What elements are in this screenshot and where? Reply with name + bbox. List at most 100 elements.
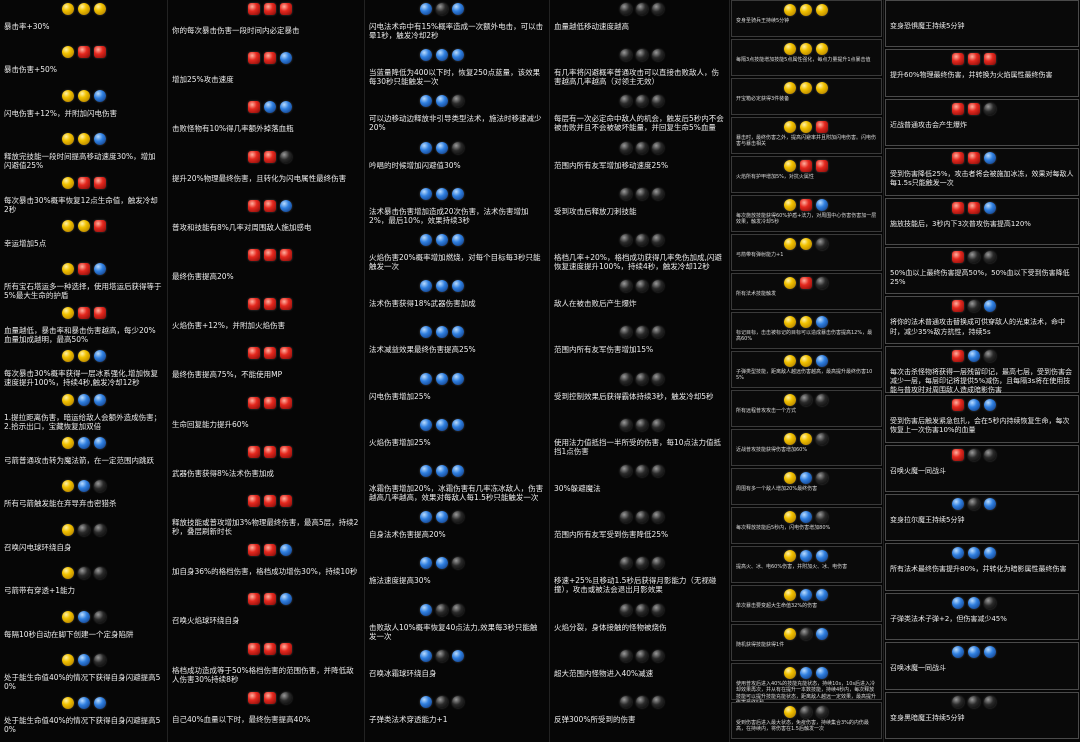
gem-combo-entry[interactable]: 暴击伤害+50% (0, 43, 166, 84)
gem-combo-entry[interactable]: 你的每次暴击伤害一段时间内必定暴击 (168, 0, 363, 47)
gem-combo-entry[interactable]: 受到伤害后进入最大状态，免疫伤害，持续集合3%的内伤最高，在持续内，将伤害在1.… (731, 702, 882, 739)
gem-combo-entry[interactable]: 增加25%攻击速度 (168, 49, 363, 96)
gem-combo-entry[interactable]: 当蓝量降低为400以下时，恢复250点蓝量，该效果每30秒只能触发一次 (365, 46, 548, 90)
gem-combo-entry[interactable]: 受到控制效果后获得霸体持续3秒，触发冷却5秒 (550, 370, 730, 414)
gem-combo-entry[interactable]: 所有法术技能触发 (731, 273, 882, 310)
gem-combo-entry[interactable]: 生命回复能力提升60% (168, 394, 363, 441)
gem-combo-entry[interactable]: 法术减益效果最终伤害提高25% (365, 323, 548, 367)
gem-combo-entry[interactable]: 暴击时，最终伤害之外，提高闪避率并且附加闪电伤害。闪电伤害与暴击相关 (731, 117, 882, 154)
gem-combo-entry[interactable]: 普攻和技能有8%几率对周围敌人施加感电 (168, 197, 363, 244)
gem-combo-entry[interactable]: 冰霜伤害增加20%，冰霜伤害有几率冻冰敌人，伤害越高几率越高，效果对每敌人每1.… (365, 462, 548, 506)
gem-combo-entry[interactable]: 开宝箱必定获得3件装备 (731, 78, 882, 115)
gem-combo-entry[interactable]: 火焰伤害增加25% (365, 416, 548, 460)
gem-combo-entry[interactable]: 击败敌人10%概率恢复40点法力,效果每3秒只能触发一次 (365, 601, 548, 645)
gem-combo-entry[interactable]: 受到攻击后释放刀刺技能 (550, 185, 730, 229)
gem-combo-entry[interactable]: 所有宝石塔运多一种选择，使用塔运后获得等于5%最大生命的护盾 (0, 260, 166, 301)
gem-combo-entry[interactable]: 闪电伤害+12%，并附加闪电伤害 (0, 87, 166, 128)
gem-combo-entry[interactable]: 1.提拉距离伤害，暗运给敌人会额外造成伤害； 2.拾示出口，宝藏恢复加双倍 (0, 391, 166, 432)
gem-combo-entry[interactable]: 超大范围内怪物进入40%减速 (550, 647, 730, 691)
gem-combo-entry[interactable]: 变身拉尔魔王持续5分钟 (885, 494, 1079, 542)
gem-combo-entry[interactable]: 变身恐惧魔王持续5分钟 (885, 0, 1079, 48)
gem-combo-entry[interactable]: 受到伤害降低25%，攻击者将会被施加冰冻，效果对每敌人每1.5s只能触发一次 (885, 148, 1079, 196)
gem-combo-entry[interactable]: 子弹类法术穿透能力+1 (365, 693, 548, 737)
gem-combo-entry[interactable]: 释放完技能一段时间提高移动速度30%，增加闪避值25% (0, 130, 166, 171)
gem-combo-entry[interactable]: 击败怪物有10%得几率额外掉落血瓶 (168, 98, 363, 145)
gem-combo-entry[interactable]: 处于能生命值40%的情况下获得自身闪避提高50% (0, 694, 166, 735)
gem-combo-entry[interactable]: 子弹类法术子弹+2，但伤害减少45% (885, 592, 1079, 641)
gem-combo-entry[interactable]: 闪电法术命中有15%概率造成一次额外电击，可以击晕1秒，触发冷却2秒 (365, 0, 548, 44)
gem-combo-entry[interactable]: 使用普攻后进入40%的技能充能状态，持续10s，10s后进入冷却效果再次，并从有… (731, 663, 882, 706)
gem-combo-entry[interactable]: 弓箭普通攻击转为魔法箭，在一定范围内跳跃 (0, 434, 166, 475)
gem-combo-entry[interactable]: 释放技能或普攻增加3%物理最终伤害，最高5层，持续2秒，叠层刷新时长 (168, 492, 363, 539)
gem-combo-entry[interactable]: 施法速度提高30% (365, 554, 548, 598)
gem-combo-entry[interactable]: 弓箭带有穿透+1能力 (0, 564, 166, 605)
gem-combo-entry[interactable]: 吟唱的时候增加闪避值30% (365, 139, 548, 183)
gem-combo-entry[interactable]: 召唤闪电球环绕自身 (0, 521, 166, 562)
gem-combo-entry[interactable]: 范围内所有友军伤害增加15% (550, 323, 730, 367)
gem-combo-entry[interactable]: 提高火、冰、电60%伤害，并附加火、冰、电伤害 (731, 546, 882, 583)
gem-combo-entry[interactable]: 每次暴击30%概率恢复12点生命值，触发冷却2秒 (0, 174, 166, 215)
gem-combo-entry[interactable]: 处于能生命值40%的情况下获得自身闪避提高50% (0, 651, 166, 692)
gem-combo-entry[interactable]: 使用法力值抵挡一半所受的伤害，每10点法力值抵挡1点伤害 (550, 416, 730, 460)
gem-combo-entry[interactable]: 最终伤害提高75%，不能使用MP (168, 344, 363, 391)
gem-combo-entry[interactable]: 施放技能后，3秒内下3次普攻伤害提高120% (885, 197, 1079, 245)
gem-combo-entry[interactable]: 法术伤害获得18%武器伤害加成 (365, 277, 548, 321)
gem-combo-entry[interactable]: 自己40%血量以下时，最终伤害提高40% (168, 689, 363, 736)
gem-combo-entry[interactable]: 闪电伤害增加25% (365, 370, 548, 414)
gem-combo-entry[interactable]: 召唤火魔一同战斗 (885, 444, 1079, 492)
gem-combo-entry[interactable]: 周围有多一个敌人增加20%最终伤害 (731, 468, 882, 505)
gem-combo-entry[interactable]: 召唤冰魔一同战斗 (885, 642, 1079, 690)
gem-combo-entry[interactable]: 每次释放技能后5秒内，闪电伤害增加80% (731, 507, 882, 544)
gem-combo-entry[interactable]: 法术暴击伤害增加造成20次伤害，法术伤害增加2%，最后10%，效果持续3秒 (365, 185, 548, 229)
gem-combo-entry[interactable]: 范围内所有友军受到伤害降低25% (550, 508, 730, 552)
gem-combo-entry[interactable]: 格档成功造成等于50%格档伤害的范围伤害，并降低敌人伤害30%持续8秒 (168, 640, 363, 687)
gem-combo-entry[interactable]: 受到伤害后触发紧急包扎，会在5秒内持续恢复生命，每次恢复上一次伤害10%的血量 (885, 395, 1079, 443)
gem-combo-entry[interactable]: 提升60%物理最终伤害，并转换为火焰属性最终伤害 (885, 49, 1079, 97)
gem-combo-entry[interactable]: 火焰所有护甲增加5%，对抗火属性 (731, 156, 882, 193)
gem-combo-entry[interactable]: 每隔10秒自动在脚下创建一个定身陷阱 (0, 608, 166, 649)
gem-combo-entry[interactable]: 变身圣骑兵王持续5分钟 (731, 0, 882, 37)
gem-combo-entry[interactable]: 有几率将闪避概率普通攻击可以直接击败敌人，伤害越高几率越高（对领主无效） (550, 46, 730, 90)
gem-combo-entry[interactable]: 随机获得技能获得1件 (731, 624, 882, 661)
gem-combo-entry[interactable]: 弓箭带有弹射能力+1 (731, 234, 882, 271)
gem-combo-entry[interactable]: 50%血以上最终伤害提高50%，50%血以下受到伤害降低25% (885, 247, 1079, 295)
gem-combo-entry[interactable]: 召唤冰霜球环绕自身 (365, 647, 548, 691)
gem-combo-entry[interactable]: 火焰伤害+12%，并附加火焰伤害 (168, 295, 363, 342)
gold-gem-icon (800, 121, 812, 133)
gem-combo-entry[interactable]: 每层有一次必定命中敌人的机会，触发后5秒内不会被击败并且不会被破坏能量，并回复生… (550, 92, 730, 136)
gem-combo-entry[interactable]: 每隔3点技能增加技能5点属性强化，每点力量提升1点暴击值 (731, 39, 882, 76)
gem-combo-entry[interactable]: 子弹类型技能，距离敌人越远伤害越高，最高提升最终伤害105% (731, 351, 882, 388)
gem-combo-entry[interactable]: 可以边移动边释放非引导类型法术，施法时移速减少20% (365, 92, 548, 136)
gem-combo-entry[interactable]: 标记目标，击击被标记的目标可以造成暴击伤害提高12%，最高60% (731, 312, 882, 349)
gem-combo-entry[interactable]: 将你的法术普通攻击替换成可供穿敌人的光束法术，命中时，减少35%敌方抗性，持续5… (885, 296, 1079, 344)
gem-combo-entry[interactable]: 敌人在被击败后产生爆炸 (550, 277, 730, 321)
gem-combo-entry[interactable]: 格档几率+20%，格档成功获得几率免伤加成,闪避恢复速度提升100%，持续4秒，… (550, 231, 730, 275)
gem-combo-entry[interactable]: 移速+25%且移动1.5秒后获得月影能力（无视碰撞），攻击或被法会退出月影效果 (550, 554, 730, 598)
gem-combo-entry[interactable]: 暴击率+30% (0, 0, 166, 41)
gem-combo-entry[interactable]: 火焰分裂，身体接触的怪物被烧伤 (550, 601, 730, 645)
gem-combo-entry[interactable]: 每次暴击30%概率获得一层冰系强化,增加恢复速度提升100%，持续4秒,触发冷却… (0, 347, 166, 388)
gem-combo-entry[interactable]: 血量越低，暴击率和暴击伤害越高，每少20%血量加成越明，最高50% (0, 304, 166, 345)
gem-combo-entry[interactable]: 范围内所有友军增加移动速度25% (550, 139, 730, 183)
gem-combo-entry[interactable]: 血量越低移动速度越高 (550, 0, 730, 44)
gem-set (620, 141, 664, 154)
gem-combo-entry[interactable]: 所有弓箭触发能在弃导弃击密猎杀 (0, 477, 166, 518)
gem-combo-entry[interactable]: 30%躲避魔法 (550, 462, 730, 506)
gem-combo-entry[interactable]: 每次施放技能获得60%护盾+法力，对周围中心伤害伤害加一层效果，触发冷却5秒 (731, 195, 882, 232)
gem-combo-entry[interactable]: 近战普攻技能获得伤害增加60% (731, 429, 882, 466)
gem-combo-entry[interactable]: 所有远程普攻攻击一个方式 (731, 390, 882, 427)
gem-combo-entry[interactable]: 自身法术伤害提高20% (365, 508, 548, 552)
gem-combo-entry[interactable]: 武器伤害获得8%法术伤害加成 (168, 443, 363, 490)
gem-combo-entry[interactable]: 召唤火焰球环绕自身 (168, 590, 363, 637)
gem-combo-entry[interactable]: 变身黑暗魔王持续5分钟 (885, 691, 1079, 739)
gem-combo-entry[interactable]: 反弹300%所受到的伤害 (550, 693, 730, 737)
gem-combo-entry[interactable]: 加自身36%的格档伤害，格档成功增伤30%，持续10秒 (168, 541, 363, 588)
gem-combo-entry[interactable]: 每次击杀怪物将获得一层残留印记，最高七层，受到伤害会减少一层，每层印记将提供5%… (885, 345, 1079, 394)
gem-combo-entry[interactable]: 幸运增加5点 (0, 217, 166, 258)
gem-combo-entry[interactable]: 单次暴击要变超大生命值32%的伤害 (731, 585, 882, 622)
gem-combo-entry[interactable]: 火焰伤害20%概率增加燃烧，对每个目标每3秒只能触发一次 (365, 231, 548, 275)
gem-combo-entry[interactable]: 近战普通攻击会产生爆炸 (885, 98, 1079, 147)
gem-combo-entry[interactable]: 所有法术最终伤害提升80%，并转化为暗影属性最终伤害 (885, 543, 1079, 591)
gem-combo-entry[interactable]: 最终伤害提高20% (168, 246, 363, 293)
gem-combo-entry[interactable]: 提升20%物理最终伤害，且转化为闪电属性最终伤害 (168, 148, 363, 195)
